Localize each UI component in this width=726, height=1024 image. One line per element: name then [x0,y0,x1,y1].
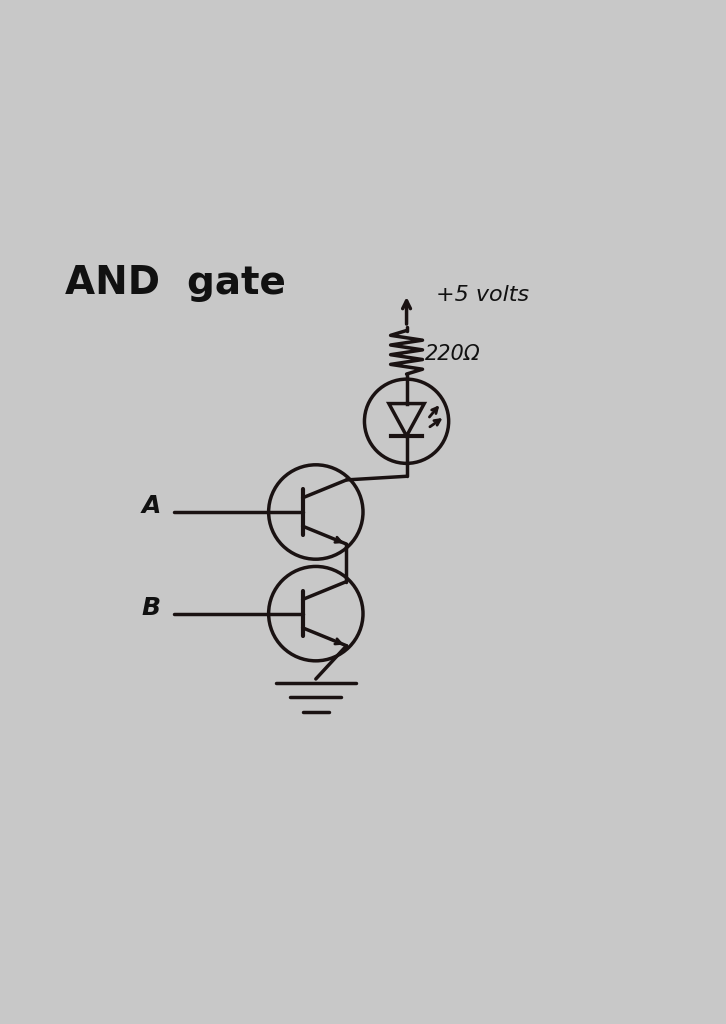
Text: B: B [142,596,160,621]
Text: AND  gate: AND gate [65,264,286,302]
Text: 220Ω: 220Ω [425,343,481,364]
Text: A: A [142,495,161,518]
Text: +5 volts: +5 volts [436,286,529,305]
